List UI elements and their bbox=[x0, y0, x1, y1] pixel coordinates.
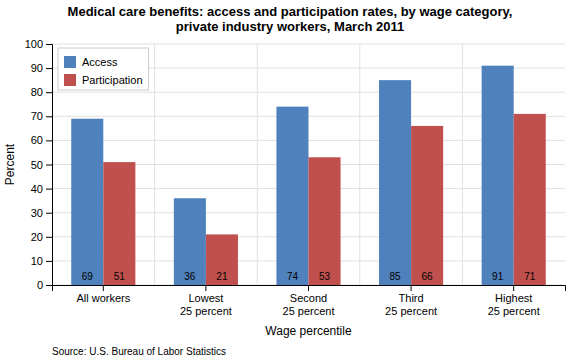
tick: Third25 percent bbox=[385, 285, 437, 317]
tick-label: All workers bbox=[76, 292, 130, 304]
tick: 40 bbox=[31, 183, 52, 195]
bar bbox=[103, 162, 135, 285]
legend-item: Access bbox=[64, 56, 118, 68]
tick-label: Third25 percent bbox=[385, 292, 437, 317]
separators bbox=[155, 44, 463, 285]
data-label: 71 bbox=[524, 271, 536, 282]
group-separator bbox=[257, 44, 258, 285]
grid-line bbox=[52, 44, 565, 45]
tick-mark bbox=[46, 92, 52, 93]
tick-label: 10 bbox=[31, 255, 43, 267]
tick-mark bbox=[46, 189, 52, 190]
legend-label: Participation bbox=[82, 74, 143, 86]
axis-line bbox=[53, 286, 566, 292]
tick: 20 bbox=[31, 231, 52, 243]
bar bbox=[309, 157, 341, 285]
tick-mark bbox=[46, 44, 52, 45]
bar bbox=[174, 198, 206, 285]
y-axis: 0 10 20 30 40 50 60 70 80 90 100 bbox=[25, 38, 53, 291]
tick-label: 100 bbox=[25, 38, 43, 50]
source: Source: U.S. Bureau of Labor Statistics bbox=[52, 346, 226, 357]
tick: 80 bbox=[31, 86, 52, 98]
legend-label: Access bbox=[82, 56, 118, 68]
bar bbox=[206, 234, 238, 285]
data-label: 85 bbox=[390, 271, 402, 282]
x-axis: All workers Lowest25 percent Second25 perc… bbox=[53, 285, 566, 317]
tick-mark bbox=[46, 213, 52, 214]
tick: All workers bbox=[76, 285, 130, 304]
legend-swatch bbox=[64, 74, 76, 86]
tick-mark bbox=[46, 140, 52, 141]
tick-label: 90 bbox=[31, 62, 43, 74]
chart: Medical care benefits: access and partic… bbox=[0, 0, 580, 363]
group-separator bbox=[154, 44, 155, 285]
group-separator bbox=[462, 44, 463, 285]
bar bbox=[71, 119, 103, 285]
group-separator bbox=[359, 44, 360, 285]
tick-mark bbox=[46, 68, 52, 69]
tick: 50 bbox=[31, 159, 52, 171]
data-label: 53 bbox=[319, 271, 331, 282]
bar bbox=[482, 66, 514, 285]
tick-label: Lowest25 percent bbox=[180, 292, 232, 317]
data-label: 74 bbox=[287, 271, 299, 282]
grid bbox=[52, 44, 565, 285]
tick-label: 80 bbox=[31, 86, 43, 98]
tick: 30 bbox=[31, 207, 52, 219]
tick: 70 bbox=[31, 110, 52, 122]
title: Medical care benefits: access and partic… bbox=[68, 4, 513, 34]
tick-mark bbox=[46, 261, 52, 262]
tick-mark bbox=[46, 285, 52, 286]
data-label: 69 bbox=[82, 271, 94, 282]
bar bbox=[514, 114, 546, 285]
data-labels: 69 36 74 85 91 51 21 53 66 71 bbox=[82, 271, 536, 282]
legend-item: Participation bbox=[64, 74, 143, 86]
tick: 100 bbox=[25, 38, 52, 50]
axis-line bbox=[46, 45, 53, 286]
plot: 69 36 74 85 91 51 21 53 66 71 0 10 20 30 40 50 60 70 80 90 1… bbox=[25, 38, 566, 317]
tick-label: 30 bbox=[31, 207, 43, 219]
legend: Access Participation bbox=[58, 48, 149, 90]
tick-label: 50 bbox=[31, 159, 43, 171]
tick: 0 bbox=[37, 279, 52, 291]
tick: 60 bbox=[31, 134, 52, 146]
legend-box bbox=[58, 48, 149, 90]
tick-label: 0 bbox=[37, 279, 43, 291]
y-axis-title: Percent bbox=[3, 143, 17, 185]
data-label: 66 bbox=[422, 271, 434, 282]
tick: 10 bbox=[31, 255, 52, 267]
tick: Second25 percent bbox=[283, 285, 335, 317]
data-label: 91 bbox=[492, 271, 504, 282]
tick-mark bbox=[411, 285, 412, 291]
tick-label: Second25 percent bbox=[283, 292, 335, 317]
tick: 90 bbox=[31, 62, 52, 74]
data-label: 51 bbox=[114, 271, 126, 282]
tick: Lowest25 percent bbox=[180, 285, 232, 317]
tick-label: 60 bbox=[31, 134, 43, 146]
tick-mark bbox=[46, 237, 52, 238]
tick-mark bbox=[103, 285, 104, 291]
data-label: 36 bbox=[184, 271, 196, 282]
tick-mark bbox=[46, 165, 52, 166]
tick-label: 70 bbox=[31, 110, 43, 122]
data-label: 21 bbox=[216, 271, 228, 282]
tick-label: Highest25 percent bbox=[488, 292, 540, 317]
bars bbox=[71, 66, 546, 285]
legend-swatch bbox=[64, 56, 76, 68]
tick-mark bbox=[513, 285, 514, 291]
tick-label: 20 bbox=[31, 231, 43, 243]
x-axis-title: Wage percentile bbox=[265, 324, 352, 338]
tick-mark bbox=[205, 285, 206, 291]
bar bbox=[276, 107, 308, 285]
bar bbox=[379, 80, 411, 285]
tick: Highest25 percent bbox=[488, 285, 540, 317]
tick-mark bbox=[46, 116, 52, 117]
tick-mark bbox=[308, 285, 309, 291]
tick-label: 40 bbox=[31, 183, 43, 195]
bar bbox=[411, 126, 443, 285]
